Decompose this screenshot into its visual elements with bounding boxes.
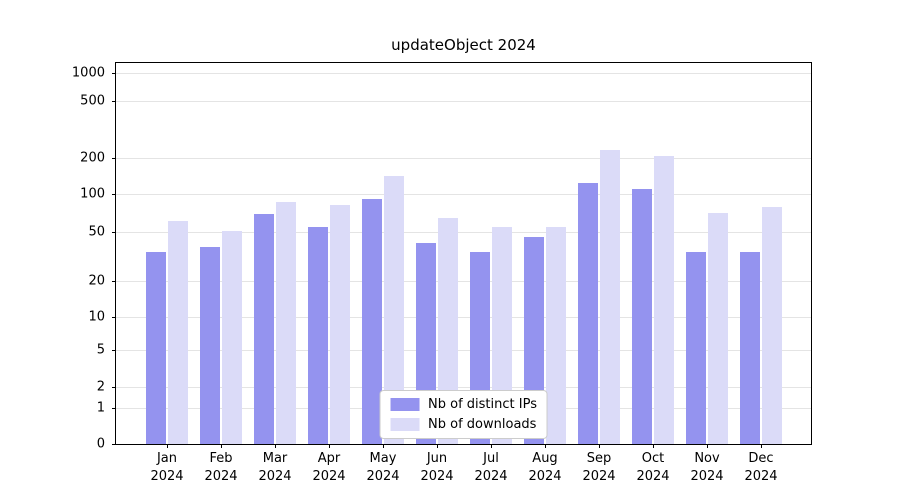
y-tick-label: 1 bbox=[96, 400, 105, 416]
bar-downloads-jan bbox=[168, 220, 188, 444]
x-tick-mark bbox=[275, 444, 276, 448]
x-tick-mark bbox=[221, 444, 222, 448]
bar-distinct-ips-may bbox=[362, 199, 382, 444]
bar-downloads-apr bbox=[330, 205, 350, 444]
bar-downloads-jul bbox=[492, 227, 512, 444]
x-tick-label: Sep 2024 bbox=[582, 451, 616, 484]
x-tick-label: May 2024 bbox=[366, 451, 400, 484]
x-tick-mark bbox=[707, 444, 708, 448]
chart-title: updateObject 2024 bbox=[391, 36, 536, 54]
x-tick-mark bbox=[653, 444, 654, 448]
bar-distinct-ips-mar bbox=[254, 213, 274, 444]
x-tick-label: Apr 2024 bbox=[312, 451, 346, 484]
y-tick-label: 100 bbox=[80, 186, 105, 202]
y-tick-mark bbox=[112, 101, 116, 102]
y-tick-mark bbox=[112, 73, 116, 74]
x-tick-label: Jan 2024 bbox=[150, 451, 184, 484]
legend-label-downloads: Nb of downloads bbox=[428, 417, 537, 432]
x-tick-mark bbox=[599, 444, 600, 448]
legend-swatch-distinct-ips bbox=[390, 398, 420, 411]
gridline bbox=[116, 73, 811, 74]
gridline bbox=[116, 232, 811, 233]
x-tick-label: Dec 2024 bbox=[744, 451, 778, 484]
bar-distinct-ips-oct bbox=[632, 189, 652, 444]
y-tick-mark bbox=[112, 444, 116, 445]
bar-downloads-oct bbox=[654, 156, 674, 444]
bar-downloads-nov bbox=[708, 213, 728, 444]
y-tick-mark bbox=[112, 387, 116, 388]
bar-distinct-ips-nov bbox=[686, 251, 706, 444]
legend-item-distinct-ips: Nb of distinct IPs bbox=[390, 397, 537, 412]
bar-downloads-jun bbox=[438, 218, 458, 444]
legend-label-distinct-ips: Nb of distinct IPs bbox=[428, 397, 537, 412]
bar-distinct-ips-sep bbox=[578, 183, 598, 444]
bar-downloads-feb bbox=[222, 231, 242, 444]
x-tick-label: Jun 2024 bbox=[420, 451, 454, 484]
bar-downloads-aug bbox=[546, 226, 566, 444]
legend: Nb of distinct IPs Nb of downloads bbox=[379, 390, 548, 439]
y-tick-mark bbox=[112, 317, 116, 318]
bar-distinct-ips-dec bbox=[740, 251, 760, 444]
y-tick-mark bbox=[112, 194, 116, 195]
plot-area: Nb of distinct IPs Nb of downloads bbox=[115, 62, 812, 445]
x-tick-mark bbox=[437, 444, 438, 448]
x-tick-mark bbox=[491, 444, 492, 448]
y-tick-label: 10 bbox=[88, 309, 105, 325]
y-tick-label: 500 bbox=[80, 93, 105, 109]
gridline bbox=[116, 158, 811, 159]
x-tick-label: Mar 2024 bbox=[258, 451, 292, 484]
gridline bbox=[116, 350, 811, 351]
gridline bbox=[116, 317, 811, 318]
bar-distinct-ips-jan bbox=[146, 251, 166, 444]
y-tick-mark bbox=[112, 281, 116, 282]
x-tick-label: Aug 2024 bbox=[528, 451, 562, 484]
y-tick-label: 1000 bbox=[71, 65, 105, 81]
bar-downloads-sep bbox=[600, 150, 620, 444]
legend-swatch-downloads bbox=[390, 418, 420, 431]
bar-distinct-ips-feb bbox=[200, 246, 220, 444]
y-tick-label: 0 bbox=[96, 436, 105, 452]
x-tick-label: Feb 2024 bbox=[204, 451, 238, 484]
x-tick-label: Nov 2024 bbox=[690, 451, 724, 484]
legend-item-downloads: Nb of downloads bbox=[390, 417, 537, 432]
bar-downloads-may bbox=[384, 176, 404, 444]
x-tick-label: Oct 2024 bbox=[636, 451, 670, 484]
bar-downloads-mar bbox=[276, 201, 296, 444]
bar-downloads-dec bbox=[762, 206, 782, 444]
y-tick-label: 200 bbox=[80, 150, 105, 166]
y-tick-label: 5 bbox=[96, 342, 105, 358]
y-tick-label: 2 bbox=[96, 379, 105, 395]
gridline bbox=[116, 194, 811, 195]
x-tick-mark bbox=[545, 444, 546, 448]
y-tick-mark bbox=[112, 408, 116, 409]
y-tick-label: 20 bbox=[88, 273, 105, 289]
x-tick-mark bbox=[761, 444, 762, 448]
gridline bbox=[116, 101, 811, 102]
y-tick-mark bbox=[112, 350, 116, 351]
gridline bbox=[116, 281, 811, 282]
y-tick-mark bbox=[112, 232, 116, 233]
y-tick-label: 50 bbox=[88, 224, 105, 240]
x-tick-mark bbox=[329, 444, 330, 448]
bar-distinct-ips-apr bbox=[308, 227, 328, 444]
gridline bbox=[116, 387, 811, 388]
x-tick-label: Jul 2024 bbox=[474, 451, 508, 484]
x-tick-mark bbox=[167, 444, 168, 448]
x-tick-mark bbox=[383, 444, 384, 448]
y-tick-mark bbox=[112, 158, 116, 159]
